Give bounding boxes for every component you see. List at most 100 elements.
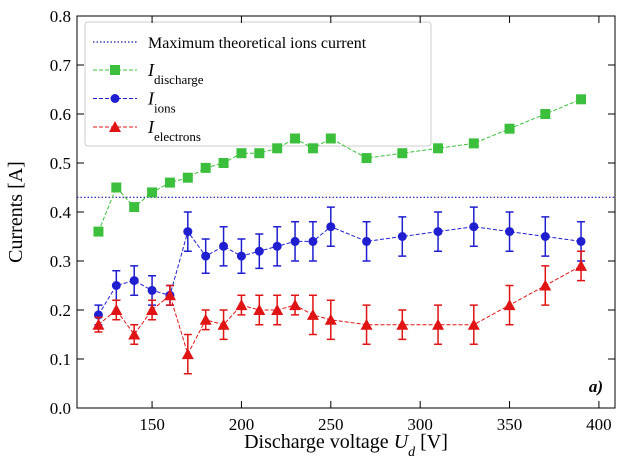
marker <box>254 148 265 159</box>
legend-label: Maximum theoretical ions current <box>148 35 367 52</box>
marker <box>397 148 408 159</box>
marker <box>575 259 588 271</box>
marker <box>129 276 139 286</box>
marker <box>539 279 552 291</box>
x-tick-label: 250 <box>318 415 344 434</box>
marker <box>128 328 141 340</box>
x-tick-label: 350 <box>497 415 523 434</box>
y-tick-label: 0.0 <box>50 399 71 418</box>
x-axis-label-part: [V] <box>415 431 448 453</box>
marker <box>540 232 550 241</box>
marker <box>397 232 407 241</box>
legend-marker-shape <box>109 121 121 132</box>
x-axis-label-part: U <box>394 431 410 453</box>
marker <box>236 251 246 261</box>
marker <box>505 227 515 237</box>
x-axis-label: Discharge voltage Ud [V] <box>244 431 448 460</box>
legend-symbol: I <box>147 117 155 137</box>
marker <box>147 187 158 198</box>
marker <box>111 281 121 290</box>
marker <box>324 313 337 325</box>
y-tick-label: 0.7 <box>50 56 72 75</box>
marker <box>146 304 159 315</box>
marker <box>219 241 229 251</box>
legend-subscript: discharge <box>154 72 204 87</box>
marker <box>92 318 105 330</box>
marker <box>235 299 248 311</box>
x-tick-label: 200 <box>229 415 255 434</box>
marker <box>110 304 123 315</box>
legend-label: Idischarge <box>147 60 204 87</box>
marker <box>362 236 372 246</box>
legend-box <box>84 21 432 147</box>
marker <box>469 222 479 232</box>
marker <box>540 109 551 119</box>
x-tick-label: 300 <box>407 415 433 434</box>
x-axis-label-part: Discharge voltage <box>244 431 394 453</box>
marker <box>576 94 587 105</box>
marker <box>307 143 318 154</box>
marker <box>181 348 194 360</box>
y-tick-label: 0.5 <box>50 154 71 173</box>
marker <box>272 241 282 251</box>
marker <box>147 285 157 295</box>
y-tick-label: 0.4 <box>50 203 72 222</box>
legend-marker <box>110 94 120 103</box>
legend-symbol: I <box>147 89 155 109</box>
legend-marker-shape <box>110 94 120 103</box>
marker <box>272 143 283 154</box>
x-tick-label: 150 <box>139 415 165 434</box>
marker <box>396 318 409 330</box>
legend-label: Ielectrons <box>147 117 201 144</box>
legend-subscript: ions <box>154 100 176 115</box>
marker <box>164 177 175 188</box>
marker <box>201 251 211 261</box>
marker <box>326 222 336 232</box>
marker <box>163 289 176 301</box>
marker <box>129 202 140 213</box>
marker <box>217 318 230 330</box>
marker <box>200 162 211 173</box>
marker <box>433 227 443 237</box>
marker <box>433 143 444 154</box>
marker <box>504 123 515 134</box>
marker <box>253 304 266 315</box>
marker <box>432 318 445 330</box>
annotation: a) <box>589 377 603 396</box>
marker <box>183 227 193 237</box>
marker <box>576 236 586 246</box>
marker <box>289 299 302 311</box>
marker <box>361 153 372 164</box>
y-axis-label: Currents [A] <box>5 161 27 263</box>
legend-subscript: electrons <box>154 129 201 144</box>
x-tick-label: 400 <box>586 415 612 434</box>
marker <box>290 133 301 144</box>
marker <box>290 236 300 246</box>
marker <box>218 158 229 168</box>
legend-label: Iions <box>147 89 176 116</box>
marker <box>306 308 319 320</box>
y-tick-label: 0.6 <box>50 105 71 124</box>
x-axis-label-part: d <box>408 445 416 460</box>
legend-symbol: I <box>147 60 155 80</box>
y-tick-label: 0.2 <box>50 301 71 320</box>
marker <box>271 304 284 315</box>
marker <box>308 236 318 246</box>
y-tick-label: 0.8 <box>50 7 71 26</box>
legend-marker <box>110 65 120 75</box>
marker <box>325 133 336 144</box>
y-tick-label: 0.1 <box>50 350 71 369</box>
marker <box>360 318 373 330</box>
legend-marker-shape <box>110 65 120 75</box>
marker <box>468 138 479 149</box>
marker <box>503 299 516 311</box>
y-tick-label: 0.3 <box>50 252 71 271</box>
marker <box>111 182 122 193</box>
marker <box>254 246 264 256</box>
marker <box>93 226 104 237</box>
marker <box>182 172 193 183</box>
marker <box>236 148 247 159</box>
marker <box>467 318 480 330</box>
marker <box>199 313 212 325</box>
